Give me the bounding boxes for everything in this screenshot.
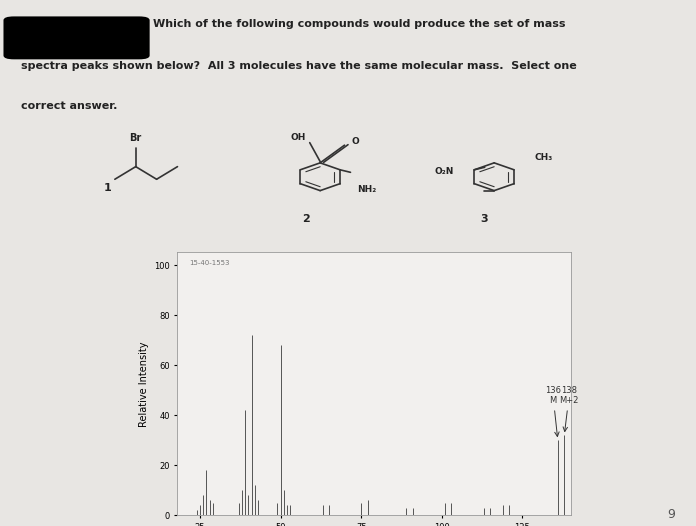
FancyBboxPatch shape xyxy=(3,16,150,59)
Text: 9: 9 xyxy=(667,508,675,521)
Text: Br: Br xyxy=(129,133,142,143)
Text: NH₂: NH₂ xyxy=(357,185,377,194)
Text: O₂N: O₂N xyxy=(434,167,454,176)
Text: 136
M: 136 M xyxy=(545,386,561,437)
Y-axis label: Relative Intensity: Relative Intensity xyxy=(139,341,148,427)
Text: 3: 3 xyxy=(480,214,487,224)
Text: Which of the following compounds would produce the set of mass: Which of the following compounds would p… xyxy=(153,19,566,29)
Text: CH₃: CH₃ xyxy=(535,153,553,163)
Text: correct answer.: correct answer. xyxy=(21,101,117,111)
Text: spectra peaks shown below?  All 3 molecules have the same molecular mass.  Selec: spectra peaks shown below? All 3 molecul… xyxy=(21,60,576,70)
Text: 15-40-1553: 15-40-1553 xyxy=(189,260,230,266)
Text: 138
M+2: 138 M+2 xyxy=(560,386,579,431)
Text: 1: 1 xyxy=(104,183,112,193)
Text: OH: OH xyxy=(291,133,306,142)
Text: O: O xyxy=(351,137,359,146)
Text: 2: 2 xyxy=(302,214,310,224)
